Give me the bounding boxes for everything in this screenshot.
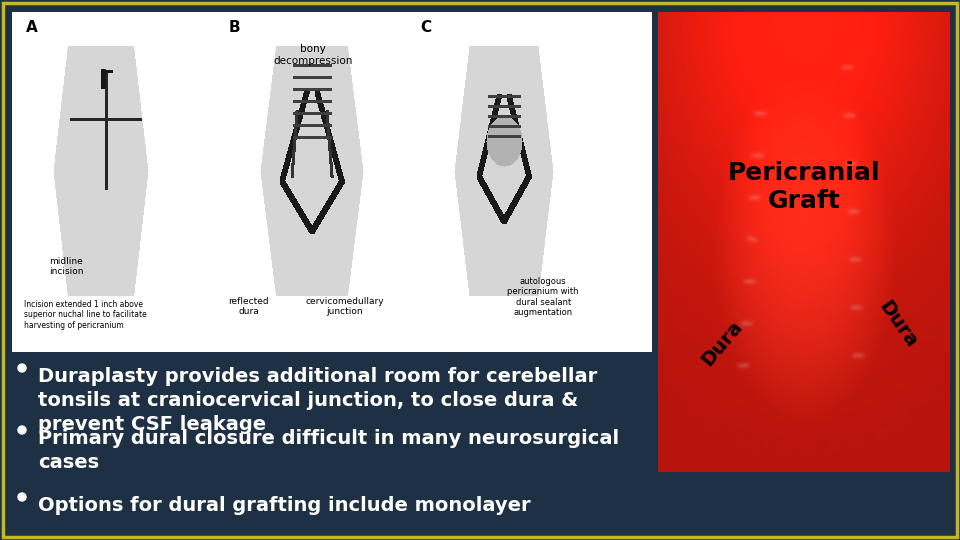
Text: Dura: Dura	[698, 317, 747, 369]
Text: Dura: Dura	[875, 298, 921, 352]
Circle shape	[18, 364, 26, 372]
Text: autologous
pericranium with
dural sealant
augmentation: autologous pericranium with dural sealan…	[508, 277, 579, 317]
Text: Incision extended 1 inch above
superior nuchal line to facilitate
harvesting of : Incision extended 1 inch above superior …	[24, 300, 147, 330]
Text: A: A	[26, 20, 37, 35]
Text: reflected
dura: reflected dura	[228, 297, 269, 316]
Text: Duraplasty provides additional room for cerebellar
tonsils at craniocervical jun: Duraplasty provides additional room for …	[38, 367, 597, 435]
Text: midline
incision: midline incision	[49, 257, 84, 276]
Text: bony
decompression: bony decompression	[273, 44, 352, 65]
Text: cervicomedullary
junction: cervicomedullary junction	[305, 297, 384, 316]
Circle shape	[18, 426, 26, 434]
Text: C: C	[420, 20, 431, 35]
Text: B: B	[228, 20, 240, 35]
Text: Primary dural closure difficult in many neurosurgical
cases: Primary dural closure difficult in many …	[38, 429, 619, 472]
Text: Pericranial
Graft: Pericranial Graft	[728, 161, 880, 213]
Text: Options for dural grafting include monolayer: Options for dural grafting include monol…	[38, 496, 531, 515]
Circle shape	[18, 493, 26, 501]
